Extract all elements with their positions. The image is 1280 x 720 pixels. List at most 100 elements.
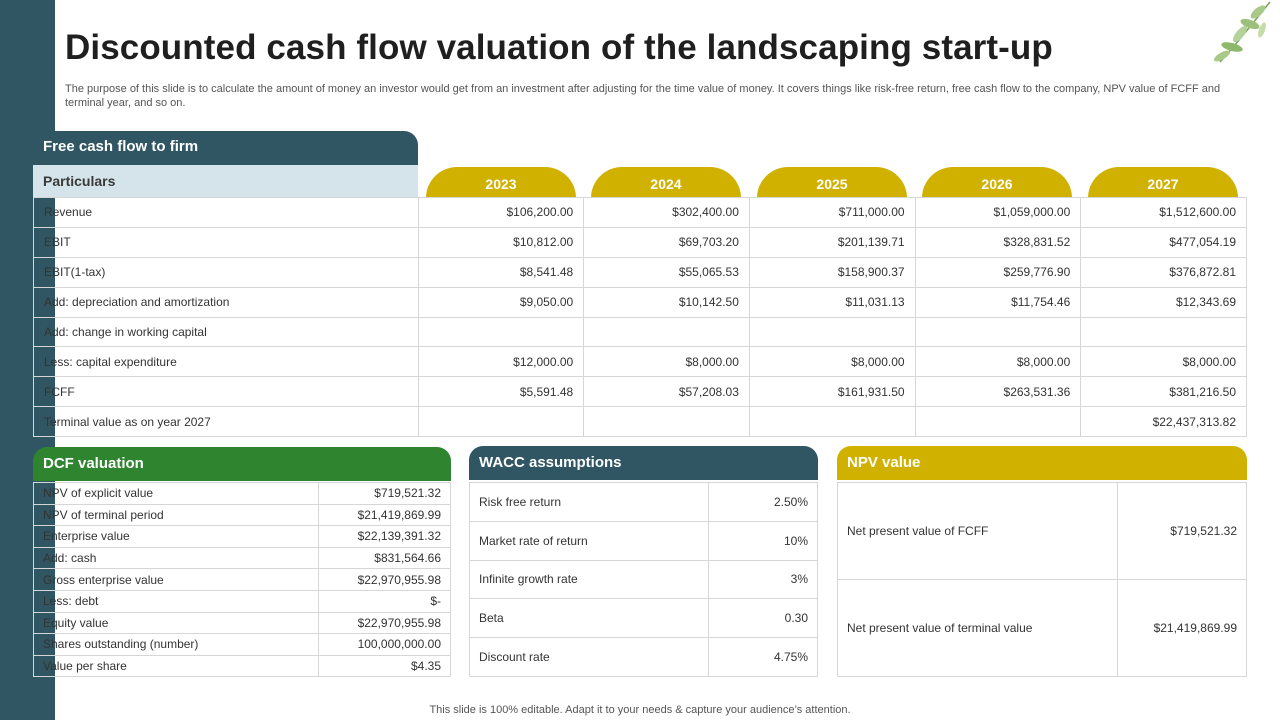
table-row: Add: change in working capital bbox=[33, 316, 1247, 348]
row-value: $263,531.36 bbox=[914, 376, 1082, 408]
page-title: Discounted cash flow valuation of the la… bbox=[65, 28, 1053, 67]
row-value: $9,050.00 bbox=[417, 286, 585, 318]
table-row: EBIT $10,812.00 $69,703.20 $201,139.71 $328,… bbox=[33, 226, 1247, 258]
dcf-valuation-header: DCF valuation bbox=[33, 447, 451, 481]
year-header: 2023 bbox=[426, 167, 576, 198]
fcf-table: Revenue $106,200.00 $302,400.00 $711,000.00… bbox=[33, 197, 1247, 438]
row-value: $201,139.71 bbox=[748, 226, 916, 258]
row-value: $22,970,955.98 bbox=[318, 568, 451, 591]
row-value: $158,900.37 bbox=[748, 256, 916, 288]
row-value: $22,437,313.82 bbox=[1080, 406, 1247, 438]
row-label: Beta bbox=[469, 598, 709, 639]
table-row: Market rate of return 10% bbox=[469, 520, 818, 561]
row-label: Gross enterprise value bbox=[33, 568, 319, 591]
table-row: NPV of terminal period $21,419,869.99 bbox=[33, 503, 451, 527]
year-header: 2024 bbox=[591, 167, 741, 198]
row-label: Add: depreciation and amortization bbox=[33, 286, 419, 318]
row-label: NPV of terminal period bbox=[33, 503, 319, 527]
row-value: $381,216.50 bbox=[1080, 376, 1247, 408]
row-value: $22,970,955.98 bbox=[318, 611, 451, 635]
row-label: Add: cash bbox=[33, 546, 319, 570]
row-label: EBIT bbox=[33, 226, 419, 258]
npv-value-table: Net present value of FCFF $719,521.32 Net … bbox=[837, 482, 1247, 677]
table-row: Beta 0.30 bbox=[469, 598, 818, 639]
row-value bbox=[914, 406, 1082, 438]
row-value: $106,200.00 bbox=[417, 197, 585, 228]
row-label: Revenue bbox=[33, 197, 419, 228]
row-label: Shares outstanding (number) bbox=[33, 633, 319, 656]
row-value: $376,872.81 bbox=[1080, 256, 1247, 288]
table-row: Less: debt $- bbox=[33, 589, 451, 613]
row-value: $5,591.48 bbox=[417, 376, 585, 408]
row-value: $711,000.00 bbox=[748, 197, 916, 228]
row-value: 3% bbox=[708, 559, 818, 600]
year-header: 2025 bbox=[757, 167, 907, 198]
row-value: 2.50% bbox=[708, 482, 818, 522]
row-value: $57,208.03 bbox=[583, 376, 750, 408]
row-value: $1,059,000.00 bbox=[914, 197, 1082, 228]
row-label: NPV of explicit value bbox=[33, 482, 319, 505]
wacc-assumptions-header: WACC assumptions bbox=[469, 446, 818, 480]
row-label: Net present value of terminal value bbox=[837, 579, 1118, 677]
row-value: $719,521.32 bbox=[1117, 482, 1247, 580]
table-row: Revenue $106,200.00 $302,400.00 $711,000.00… bbox=[33, 197, 1247, 228]
row-label: Infinite growth rate bbox=[469, 559, 709, 600]
row-value: $11,031.13 bbox=[748, 286, 916, 318]
row-value: $11,754.46 bbox=[914, 286, 1082, 318]
row-value: $12,000.00 bbox=[417, 346, 585, 378]
row-value: $719,521.32 bbox=[318, 482, 451, 505]
year-header: 2027 bbox=[1088, 167, 1238, 198]
npv-value-header: NPV value bbox=[837, 446, 1247, 480]
row-label: Net present value of FCFF bbox=[837, 482, 1118, 580]
table-row: Net present value of FCFF $719,521.32 bbox=[837, 482, 1247, 580]
table-row: Equity value $22,970,955.98 bbox=[33, 611, 451, 635]
row-value: $69,703.20 bbox=[583, 226, 750, 258]
row-value: $831,564.66 bbox=[318, 546, 451, 570]
table-row: EBIT(1-tax) $8,541.48 $55,065.53 $158,900.3… bbox=[33, 256, 1247, 288]
row-value: $8,000.00 bbox=[914, 346, 1082, 378]
row-label: Less: capital expenditure bbox=[33, 346, 419, 378]
row-value: $8,541.48 bbox=[417, 256, 585, 288]
row-value: 4.75% bbox=[708, 637, 818, 677]
row-value: 0.30 bbox=[708, 598, 818, 639]
table-row: Terminal value as on year 2027 $22,437,31… bbox=[33, 406, 1247, 438]
table-row: Gross enterprise value $22,970,955.98 bbox=[33, 568, 451, 591]
row-value: $328,831.52 bbox=[914, 226, 1082, 258]
row-label: Enterprise value bbox=[33, 525, 319, 548]
row-label: Discount rate bbox=[469, 637, 709, 677]
table-row: Discount rate 4.75% bbox=[469, 637, 818, 677]
table-row: Infinite growth rate 3% bbox=[469, 559, 818, 600]
row-value: $- bbox=[318, 589, 451, 613]
row-value: $8,000.00 bbox=[748, 346, 916, 378]
row-value: $10,142.50 bbox=[583, 286, 750, 318]
row-value: $21,419,869.99 bbox=[318, 503, 451, 527]
dcf-valuation-table: NPV of explicit value $719,521.32 NPV of t… bbox=[33, 482, 451, 678]
row-value: $8,000.00 bbox=[583, 346, 750, 378]
row-label: Equity value bbox=[33, 611, 319, 635]
row-value: $12,343.69 bbox=[1080, 286, 1247, 318]
year-header: 2026 bbox=[922, 167, 1072, 198]
table-row: Shares outstanding (number) 100,000,000.0… bbox=[33, 633, 451, 656]
row-value: $22,139,391.32 bbox=[318, 525, 451, 548]
row-label: Risk free return bbox=[469, 482, 709, 522]
row-value: $55,065.53 bbox=[583, 256, 750, 288]
row-value: $1,512,600.00 bbox=[1080, 197, 1247, 228]
table-row: FCFF $5,591.48 $57,208.03 $161,931.50 $263,5… bbox=[33, 376, 1247, 408]
row-label: EBIT(1-tax) bbox=[33, 256, 419, 288]
row-value: $4.35 bbox=[318, 654, 451, 678]
table-row: Risk free return 2.50% bbox=[469, 482, 818, 522]
table-row: NPV of explicit value $719,521.32 bbox=[33, 482, 451, 505]
row-label: Less: debt bbox=[33, 589, 319, 613]
row-value bbox=[1080, 316, 1247, 348]
footer-note: This slide is 100% editable. Adapt it to… bbox=[429, 704, 851, 716]
row-value bbox=[417, 406, 585, 438]
table-row: Enterprise value $22,139,391.32 bbox=[33, 525, 451, 548]
row-value: $161,931.50 bbox=[748, 376, 916, 408]
row-label: Market rate of return bbox=[469, 520, 709, 561]
table-row: Less: capital expenditure $12,000.00 $8,00… bbox=[33, 346, 1247, 378]
table-row: Net present value of terminal value $21,4… bbox=[837, 579, 1247, 677]
row-value: $8,000.00 bbox=[1080, 346, 1247, 378]
row-label: Value per share bbox=[33, 654, 319, 678]
row-value bbox=[583, 406, 750, 438]
table-row: Value per share $4.35 bbox=[33, 654, 451, 678]
